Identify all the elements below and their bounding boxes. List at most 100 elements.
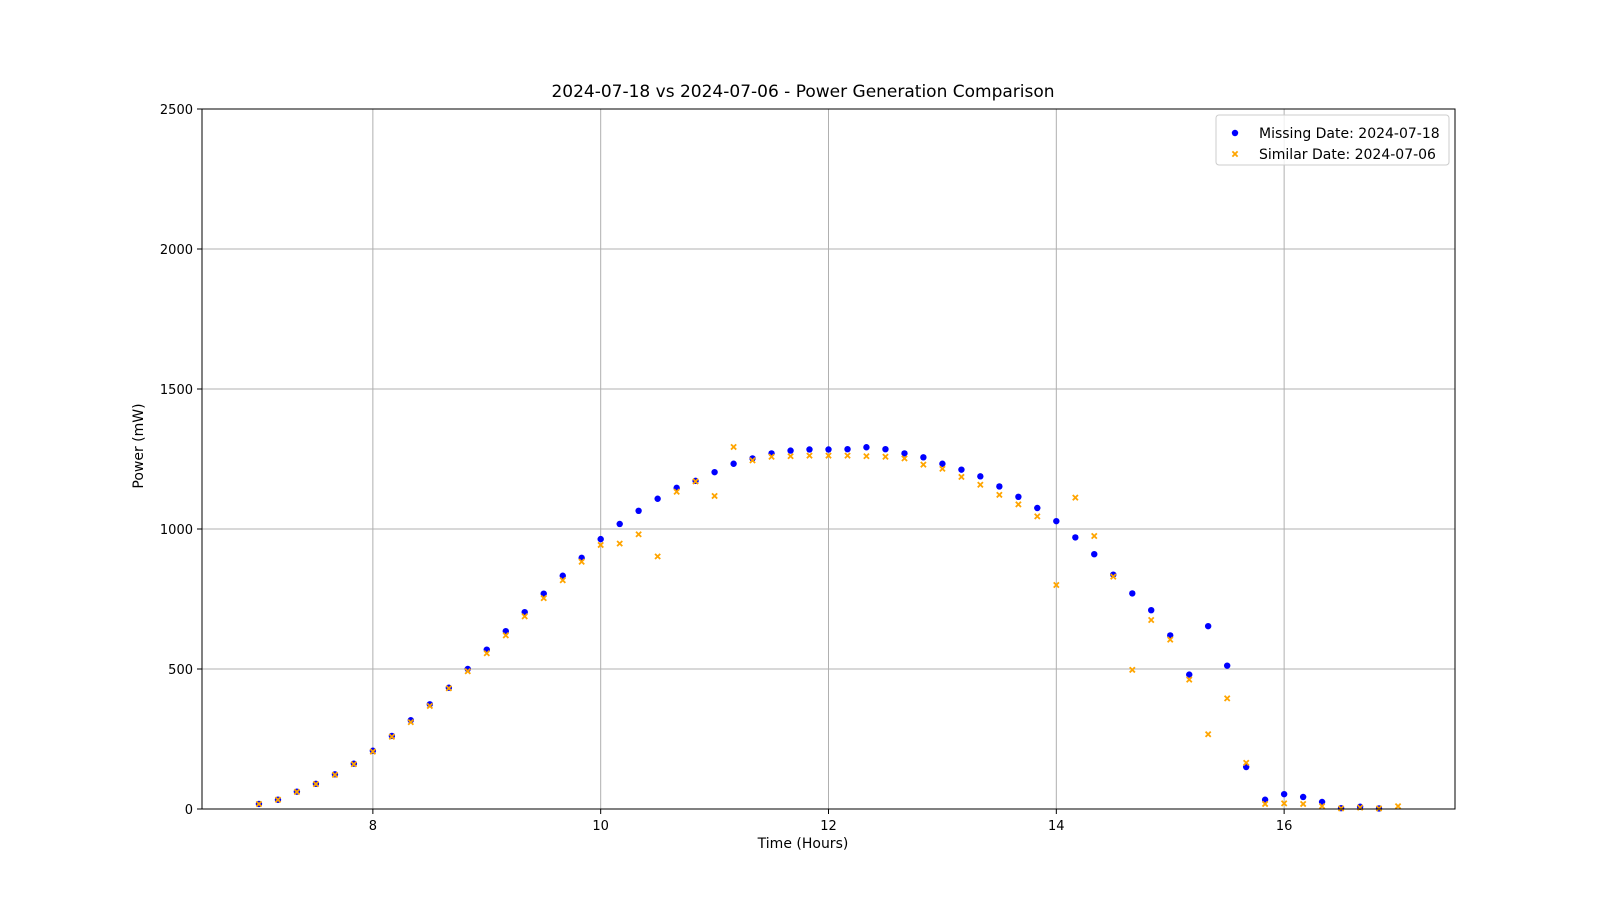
legend-item: Similar Date: 2024-07-06	[1231, 147, 1436, 163]
point-x	[1375, 805, 1383, 812]
y-tick-label: 1000	[160, 523, 193, 538]
point-x	[958, 473, 965, 481]
y-tick-label: 2500	[160, 103, 193, 118]
point-circle	[920, 454, 927, 461]
point-x	[730, 443, 737, 451]
point-x	[692, 478, 699, 485]
point-x	[1242, 759, 1250, 767]
point-x	[1223, 695, 1231, 702]
point-circle	[844, 446, 851, 453]
point-x	[521, 613, 528, 620]
point-x	[1337, 805, 1345, 812]
point-x	[635, 531, 642, 538]
point-x	[578, 558, 585, 565]
point-circle	[1015, 493, 1022, 500]
point-circle	[1204, 622, 1212, 630]
point-x	[1129, 666, 1136, 674]
y-tick-label: 1500	[160, 383, 193, 398]
point-x	[1034, 513, 1041, 520]
tick-labels: 8 10 12 14 16 0 500 1000 1500 2000 2500	[160, 103, 1293, 834]
point-x	[996, 491, 1003, 499]
point-x	[901, 455, 908, 462]
point-x	[426, 702, 434, 710]
point-x	[331, 771, 339, 779]
point-x	[844, 452, 851, 459]
point-x	[1299, 800, 1307, 808]
y-tick-label: 500	[168, 663, 193, 678]
point-circle	[882, 446, 889, 453]
point-x	[464, 668, 471, 675]
point-circle	[616, 520, 623, 528]
point-circle	[1148, 607, 1155, 614]
legend-item: Missing Date: 2024-07-18	[1231, 126, 1440, 142]
y-axis-label: Power (mW)	[131, 403, 147, 488]
point-circle	[939, 460, 946, 467]
point-x	[407, 718, 415, 726]
point-x	[293, 788, 301, 796]
point-circle	[1034, 504, 1041, 512]
y-tick-label: 0	[185, 803, 193, 818]
point-x	[502, 632, 510, 639]
point-x	[1072, 494, 1079, 501]
point-x	[806, 452, 813, 459]
point-x	[1318, 802, 1326, 810]
point-circle	[1053, 517, 1060, 525]
legend-box	[1215, 114, 1450, 166]
point-x	[1015, 501, 1022, 508]
point-circle	[996, 483, 1003, 490]
point-x	[597, 541, 604, 549]
point-x	[1147, 616, 1155, 624]
legend-marker	[1231, 129, 1239, 137]
x-tick-label: 14	[1048, 819, 1065, 834]
chart-title: 2024-07-18 vs 2024-07-06 - Power Generat…	[551, 82, 1054, 102]
point-x	[654, 553, 661, 560]
point-x	[1204, 731, 1212, 738]
x-tick-label: 10	[592, 819, 609, 834]
point-circle	[1072, 534, 1079, 541]
point-x	[1280, 800, 1288, 807]
point-x	[749, 457, 756, 464]
point-x	[559, 577, 566, 584]
legend: Missing Date: 2024-07-18 Similar Date: 20…	[1215, 114, 1450, 166]
point-x	[388, 733, 396, 740]
point-circle	[559, 572, 566, 579]
point-x	[1186, 676, 1193, 683]
point-circle	[730, 460, 737, 467]
point-circle	[1299, 793, 1307, 801]
point-x	[939, 465, 946, 473]
legend-label: Similar Date: 2024-07-06	[1259, 147, 1436, 163]
point-circle	[958, 466, 965, 473]
point-circle	[1091, 551, 1098, 558]
point-circle	[654, 495, 661, 502]
point-x	[1110, 573, 1117, 580]
point-x	[1091, 532, 1098, 540]
x-tick-label: 12	[820, 819, 837, 834]
legend-label: Missing Date: 2024-07-18	[1259, 126, 1440, 142]
point-x	[483, 650, 491, 657]
point-circle	[1280, 790, 1288, 798]
point-circle	[977, 473, 984, 480]
point-x	[977, 481, 984, 488]
point-x	[445, 685, 453, 692]
point-circle	[901, 450, 908, 457]
data-points	[255, 443, 1402, 812]
x-axis-label: Time (Hours)	[757, 836, 849, 852]
point-x	[920, 461, 927, 468]
plot-frame	[201, 108, 1456, 810]
point-x	[312, 780, 320, 788]
point-circle	[787, 447, 794, 454]
point-x	[768, 453, 775, 460]
axes	[197, 108, 1456, 814]
x-tick-label: 8	[369, 819, 377, 834]
point-circle	[806, 446, 813, 453]
point-x	[255, 800, 263, 808]
point-x	[369, 748, 377, 755]
point-x	[616, 540, 623, 547]
point-circle	[863, 444, 870, 451]
point-circle	[1223, 662, 1231, 669]
point-x	[673, 488, 680, 495]
point-x	[882, 453, 889, 460]
legend-marker	[1231, 150, 1239, 158]
